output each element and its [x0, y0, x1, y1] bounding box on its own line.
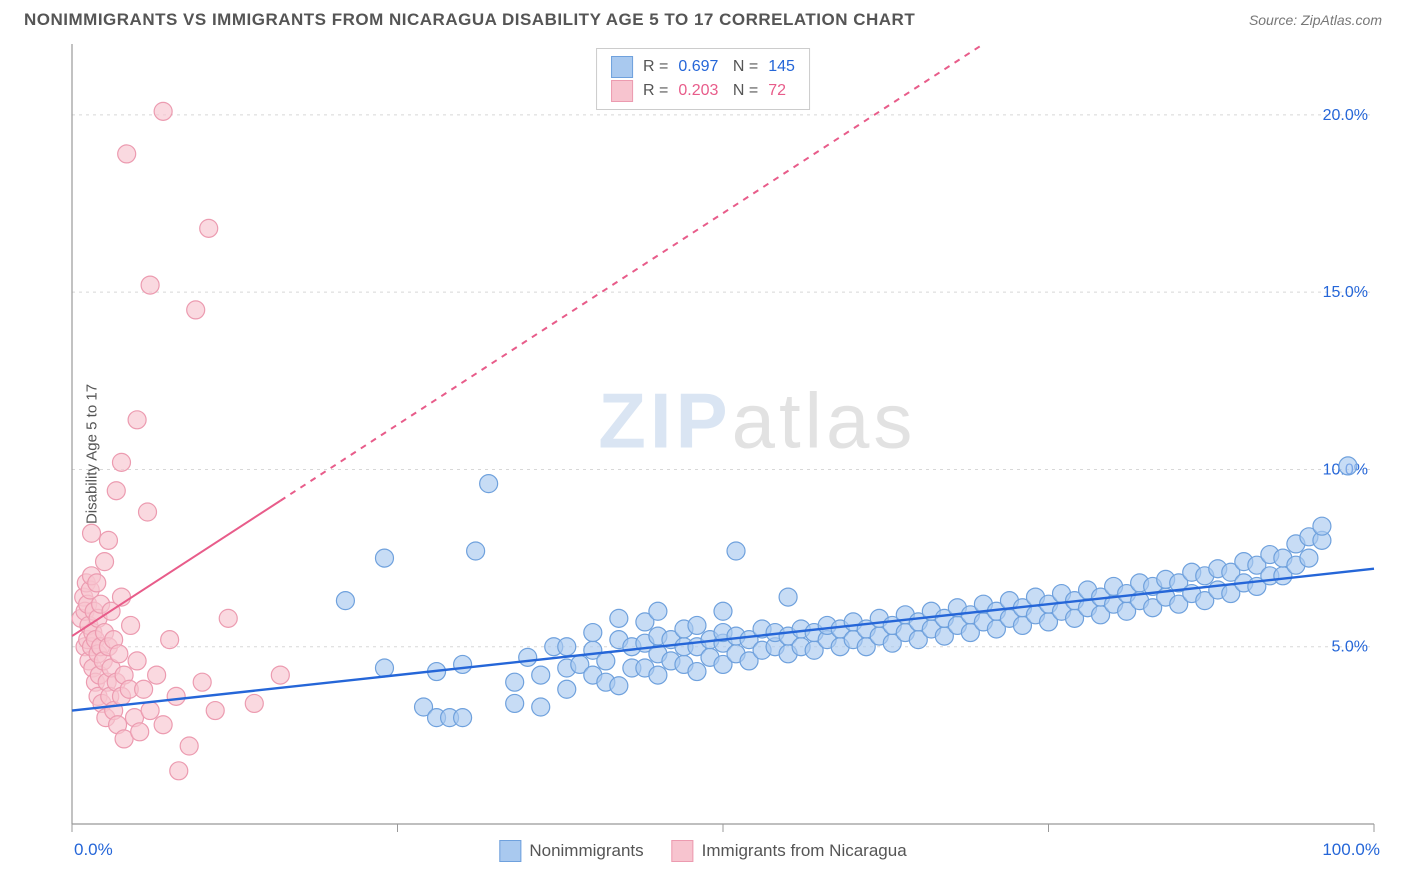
chart-title: NONIMMIGRANTS VS IMMIGRANTS FROM NICARAG… — [24, 10, 915, 30]
x-axis-min: 0.0% — [74, 840, 113, 860]
correlation-legend: R = 0.697 N = 145 R = 0.203 N = 72 — [596, 48, 810, 110]
source-attribution: Source: ZipAtlas.com — [1249, 12, 1382, 28]
legend-row-immigrants: R = 0.203 N = 72 — [611, 79, 795, 103]
chart-header: NONIMMIGRANTS VS IMMIGRANTS FROM NICARAG… — [0, 0, 1406, 38]
svg-text:20.0%: 20.0% — [1323, 107, 1368, 124]
swatch-icon — [672, 840, 694, 862]
legend-item-immigrants: Immigrants from Nicaragua — [672, 840, 907, 862]
legend-item-nonimmigrants: Nonimmigrants — [499, 840, 643, 862]
y-axis-label: Disability Age 5 to 17 — [84, 384, 101, 524]
svg-text:5.0%: 5.0% — [1332, 639, 1368, 656]
swatch-nonimmigrants — [611, 56, 633, 78]
x-axis-max: 100.0% — [1322, 840, 1380, 860]
scatter-chart: 5.0%10.0%15.0%20.0% — [24, 44, 1382, 864]
swatch-icon — [499, 840, 521, 862]
swatch-immigrants — [611, 80, 633, 102]
svg-text:15.0%: 15.0% — [1323, 284, 1368, 301]
chart-container: Disability Age 5 to 17 ZIPatlas 5.0%10.0… — [24, 44, 1382, 864]
series-legend: Nonimmigrants Immigrants from Nicaragua — [499, 840, 906, 862]
legend-row-nonimmigrants: R = 0.697 N = 145 — [611, 55, 795, 79]
